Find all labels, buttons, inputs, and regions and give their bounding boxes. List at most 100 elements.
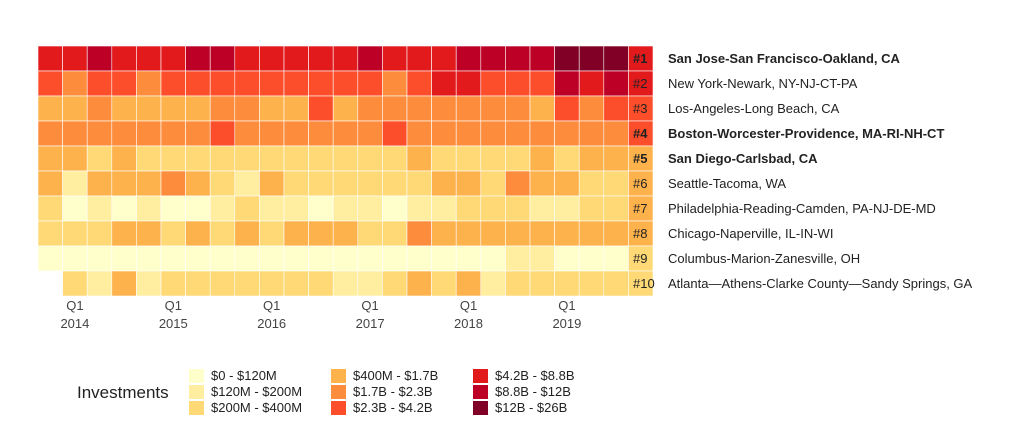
heatmap-cell — [62, 145, 88, 172]
row-rank: #6 — [633, 176, 647, 191]
heatmap-cell — [455, 70, 482, 97]
row-rank: #8 — [633, 226, 647, 241]
heatmap-cell — [209, 70, 236, 97]
heatmap-cell — [160, 195, 186, 222]
heatmap-cell — [554, 120, 580, 147]
heatmap-cell — [160, 220, 186, 247]
heatmap-cell — [554, 145, 580, 172]
heatmap-cell — [136, 220, 162, 247]
heatmap-cell — [308, 220, 334, 247]
heatmap-cell — [209, 195, 236, 222]
x-tick-year: 2015 — [159, 316, 188, 331]
heatmap-cell — [406, 220, 432, 247]
heatmap-cell — [603, 195, 629, 222]
heatmap-cell — [554, 45, 580, 72]
row-name: Columbus-Marion-Zanesville, OH — [668, 251, 860, 266]
heatmap-cell — [332, 220, 359, 247]
legend: Investments $0 - $120M$120M - $200M$200M… — [77, 368, 575, 415]
heatmap-cell — [185, 245, 211, 272]
legend-label: $400M - $1.7B — [353, 368, 438, 383]
heatmap-cell — [431, 245, 457, 272]
heatmap-cell — [308, 120, 334, 147]
heatmap-cell — [406, 70, 432, 97]
row-rank: #2 — [633, 76, 647, 91]
heatmap-cell — [136, 195, 162, 222]
heatmap-cell — [209, 145, 236, 172]
x-tick-quarter: Q1 — [558, 298, 575, 313]
heatmap-cell — [332, 270, 359, 297]
heatmap-cell — [185, 95, 211, 122]
heatmap-cell — [308, 95, 334, 122]
heatmap-cell — [259, 195, 285, 222]
legend-label: $1.7B - $2.3B — [353, 384, 433, 399]
row-name: Atlanta—Athens-Clarke County—Sandy Sprin… — [668, 276, 973, 291]
heatmap-cell — [185, 45, 211, 72]
heatmap-cell — [160, 245, 186, 272]
heatmap-cell — [382, 120, 408, 147]
heatmap-cell — [431, 145, 457, 172]
heatmap-cell — [62, 270, 88, 297]
heatmap-cell — [455, 245, 482, 272]
legend-label: $2.3B - $4.2B — [353, 400, 433, 415]
heatmap-cell — [357, 270, 383, 297]
heatmap-cell — [603, 170, 629, 197]
heatmap-cell — [455, 170, 482, 197]
heatmap-cell — [603, 70, 629, 97]
heatmap-cell — [480, 45, 506, 72]
heatmap-cell — [86, 220, 113, 247]
heatmap-cell — [136, 245, 162, 272]
heatmap-cell — [62, 170, 88, 197]
heatmap-cell — [283, 195, 309, 222]
heatmap-cell — [234, 270, 260, 297]
legend-label: $120M - $200M — [211, 384, 302, 399]
heatmap-cell — [628, 120, 654, 147]
heatmap-cell — [37, 45, 63, 72]
heatmap-cell — [111, 245, 137, 272]
heatmap-cell — [382, 270, 408, 297]
heatmap-cell — [37, 170, 63, 197]
heatmap-cell — [505, 195, 531, 222]
heatmap-cell — [628, 170, 654, 197]
heatmap-cell — [603, 145, 629, 172]
row-name: Chicago-Naperville, IL-IN-WI — [668, 226, 833, 241]
heatmap-cell — [554, 95, 580, 122]
row-rank: #7 — [633, 201, 647, 216]
heatmap-cell — [628, 70, 654, 97]
row-rank: #9 — [633, 251, 647, 266]
heatmap-cell — [578, 95, 605, 122]
heatmap-cell — [234, 170, 260, 197]
heatmap-cell — [185, 145, 211, 172]
heatmap-cell — [529, 95, 555, 122]
heatmap-cell — [357, 220, 383, 247]
heatmap-cell — [529, 170, 555, 197]
heatmap-cell — [382, 45, 408, 72]
heatmap-cell — [603, 45, 629, 72]
heatmap-cell — [283, 145, 309, 172]
heatmap-cell — [332, 120, 359, 147]
heatmap-cell — [578, 70, 605, 97]
heatmap-cell — [505, 145, 531, 172]
legend-label: $8.8B - $12B — [495, 384, 571, 399]
heatmap-cell — [37, 195, 63, 222]
heatmap-cell — [554, 70, 580, 97]
heatmap-cell — [455, 270, 482, 297]
heatmap-cell — [603, 245, 629, 272]
heatmap-cell — [554, 245, 580, 272]
heatmap-cell — [357, 45, 383, 72]
heatmap-cell — [37, 145, 63, 172]
heatmap-cell — [62, 95, 88, 122]
heatmap-cell — [529, 195, 555, 222]
heatmap-cell — [308, 195, 334, 222]
x-tick-quarter: Q1 — [460, 298, 477, 313]
legend-swatch — [189, 369, 204, 383]
heatmap-cell — [283, 245, 309, 272]
heatmap-cell — [234, 145, 260, 172]
heatmap-cell — [160, 95, 186, 122]
heatmap-cell — [234, 195, 260, 222]
heatmap-cell — [209, 270, 236, 297]
heatmap-cell — [382, 220, 408, 247]
heatmap-cell — [480, 70, 506, 97]
heatmap-cell — [554, 195, 580, 222]
legend-label: $200M - $400M — [211, 400, 302, 415]
